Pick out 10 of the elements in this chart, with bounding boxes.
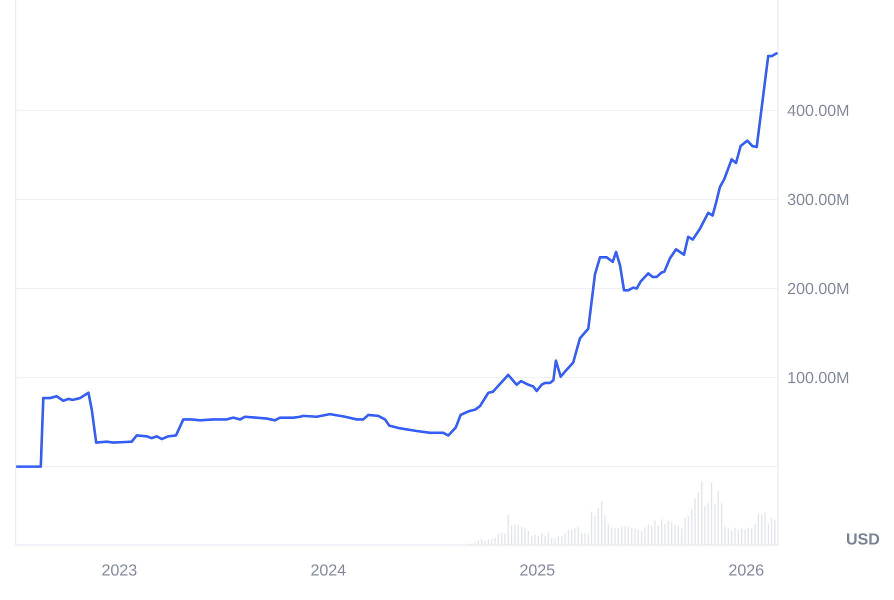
y-tick-label: 200.00M bbox=[788, 282, 848, 294]
line-series bbox=[16, 52, 778, 468]
x-tick-label: 2024 bbox=[311, 564, 346, 576]
x-tick-label: 2026 bbox=[729, 564, 764, 576]
y-tick-label: 300.00M bbox=[788, 194, 848, 206]
x-tick-label: 2023 bbox=[102, 564, 136, 576]
y-axis-title: USD bbox=[846, 533, 880, 545]
x-tick-label: 2025 bbox=[520, 564, 554, 576]
y-tick-label: 400.00M bbox=[788, 104, 848, 116]
y-tick-label: 100.00M bbox=[788, 372, 848, 384]
